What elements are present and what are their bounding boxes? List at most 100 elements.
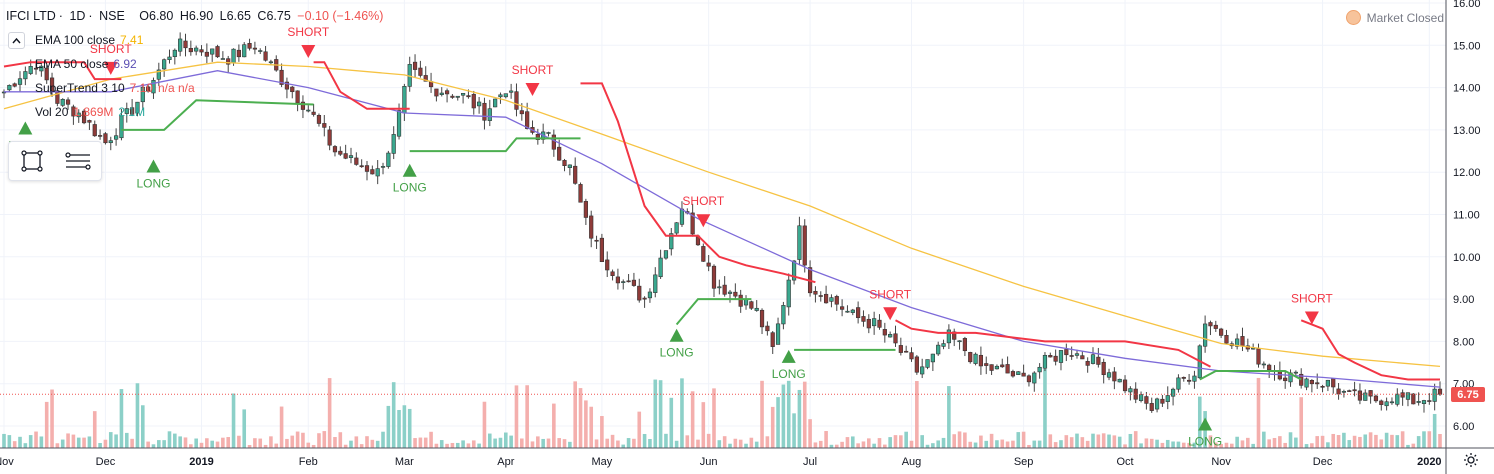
candle[interactable]: [1417, 401, 1421, 402]
candle[interactable]: [1182, 377, 1186, 378]
candle[interactable]: [1038, 367, 1042, 372]
candle[interactable]: [856, 308, 860, 318]
candle[interactable]: [1054, 356, 1058, 361]
candle[interactable]: [734, 292, 738, 296]
candle[interactable]: [504, 94, 508, 97]
candle[interactable]: [109, 141, 113, 143]
candle[interactable]: [360, 166, 364, 167]
candle[interactable]: [18, 79, 22, 85]
candle[interactable]: [600, 238, 604, 262]
candle[interactable]: [1374, 396, 1378, 401]
candle[interactable]: [269, 62, 273, 63]
candle[interactable]: [376, 169, 380, 176]
candle[interactable]: [1113, 372, 1117, 381]
candle[interactable]: [1406, 393, 1410, 400]
candle[interactable]: [974, 354, 978, 363]
candle[interactable]: [1177, 378, 1181, 389]
candle[interactable]: [339, 151, 343, 154]
candle[interactable]: [616, 277, 620, 283]
candle[interactable]: [1027, 376, 1031, 382]
candle[interactable]: [547, 132, 551, 133]
candle[interactable]: [1081, 356, 1085, 359]
candle[interactable]: [232, 49, 236, 63]
candle[interactable]: [1118, 379, 1122, 382]
candle[interactable]: [397, 110, 401, 136]
candle[interactable]: [435, 89, 439, 96]
candle[interactable]: [1203, 324, 1207, 346]
legend-ema50[interactable]: EMA 50 close 6.92: [35, 55, 137, 73]
candle[interactable]: [1214, 325, 1218, 328]
candle[interactable]: [381, 166, 385, 167]
candle[interactable]: [1107, 373, 1111, 378]
candle[interactable]: [328, 130, 332, 145]
candle[interactable]: [1315, 383, 1319, 384]
legend-volume[interactable]: Vol 20 1.869M 2.1M: [35, 103, 145, 121]
candle[interactable]: [1043, 355, 1047, 368]
candle[interactable]: [1390, 402, 1394, 403]
candle[interactable]: [755, 308, 759, 310]
candle[interactable]: [782, 305, 786, 324]
candle[interactable]: [1065, 349, 1069, 354]
candle[interactable]: [8, 85, 12, 90]
candle[interactable]: [1241, 336, 1245, 346]
candle[interactable]: [920, 367, 924, 374]
candle[interactable]: [499, 95, 503, 97]
candle[interactable]: [589, 216, 593, 238]
candle[interactable]: [1219, 329, 1223, 335]
candle[interactable]: [712, 266, 716, 288]
candle[interactable]: [1395, 394, 1399, 404]
candle[interactable]: [1032, 373, 1036, 383]
candle[interactable]: [1161, 399, 1165, 403]
candle[interactable]: [552, 135, 556, 149]
candle[interactable]: [1310, 380, 1314, 383]
candle[interactable]: [525, 112, 529, 129]
candle[interactable]: [1193, 376, 1197, 381]
candle[interactable]: [595, 240, 599, 241]
candle[interactable]: [1059, 350, 1063, 362]
candle[interactable]: [248, 43, 252, 48]
candle[interactable]: [584, 201, 588, 217]
candle[interactable]: [1331, 379, 1335, 387]
candle[interactable]: [995, 366, 999, 369]
candle[interactable]: [1321, 386, 1325, 387]
candle[interactable]: [488, 109, 492, 121]
candle[interactable]: [579, 184, 583, 202]
candle[interactable]: [13, 84, 17, 86]
candle[interactable]: [440, 93, 444, 95]
candle[interactable]: [1294, 372, 1298, 373]
candle[interactable]: [621, 282, 625, 283]
candle[interactable]: [371, 170, 375, 174]
candle[interactable]: [1401, 393, 1405, 398]
candle[interactable]: [771, 333, 775, 347]
candle[interactable]: [1091, 355, 1095, 364]
candle[interactable]: [456, 96, 460, 97]
candle[interactable]: [205, 52, 209, 56]
candle[interactable]: [760, 310, 764, 327]
candle[interactable]: [296, 91, 300, 103]
candle[interactable]: [750, 302, 754, 309]
candle[interactable]: [306, 110, 310, 111]
candle[interactable]: [990, 365, 994, 371]
candle[interactable]: [168, 57, 172, 60]
candle[interactable]: [563, 160, 567, 165]
candle[interactable]: [210, 49, 214, 54]
candle[interactable]: [253, 48, 257, 49]
candle[interactable]: [888, 334, 892, 337]
candle[interactable]: [926, 360, 930, 368]
candle[interactable]: [104, 134, 108, 143]
candle[interactable]: [221, 59, 225, 60]
candle[interactable]: [1379, 401, 1383, 405]
candle[interactable]: [1171, 389, 1175, 396]
candle[interactable]: [1347, 391, 1351, 392]
candle[interactable]: [723, 285, 727, 294]
candle[interactable]: [718, 287, 722, 288]
candle[interactable]: [461, 93, 465, 95]
candle[interactable]: [1433, 389, 1437, 401]
candle[interactable]: [872, 319, 876, 326]
candle[interactable]: [942, 344, 946, 347]
candle[interactable]: [216, 46, 220, 56]
candle[interactable]: [413, 62, 417, 69]
candle[interactable]: [1267, 365, 1271, 370]
candle[interactable]: [1369, 390, 1373, 396]
